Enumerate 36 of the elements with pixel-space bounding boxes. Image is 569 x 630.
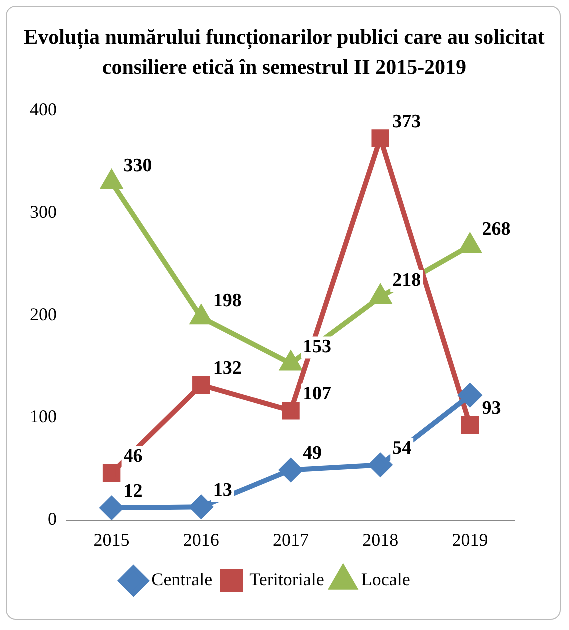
point bbox=[280, 458, 302, 482]
point bbox=[102, 464, 121, 482]
point bbox=[369, 454, 392, 477]
data-label: 218 bbox=[392, 270, 422, 292]
data-label: 93 bbox=[482, 398, 502, 420]
y-tick-label: 200 bbox=[30, 304, 57, 324]
point bbox=[461, 416, 480, 434]
data-label: 12 bbox=[124, 481, 143, 502]
x-tick-label: 2018 bbox=[362, 530, 399, 550]
data-label: 198 bbox=[213, 290, 242, 312]
point bbox=[100, 496, 124, 520]
data-label: 373 bbox=[392, 111, 422, 132]
data-label: 107 bbox=[303, 384, 332, 405]
x-tick-label: 2019 bbox=[452, 530, 488, 550]
point bbox=[458, 384, 482, 407]
data-label: 54 bbox=[392, 438, 412, 460]
y-tick-label: 0 bbox=[48, 509, 57, 530]
y-tick-label: 400 bbox=[30, 100, 57, 120]
x-tick-label: 2017 bbox=[273, 530, 309, 550]
data-label: 13 bbox=[213, 480, 232, 501]
x-tick-label: 2016 bbox=[183, 530, 220, 550]
legend-label: Locale bbox=[361, 570, 410, 590]
data-label: 153 bbox=[303, 336, 332, 358]
data-label: 330 bbox=[124, 155, 152, 176]
data-label: 46 bbox=[124, 446, 143, 468]
y-tick-label: 100 bbox=[30, 406, 57, 427]
legend-label: Teritoriale bbox=[250, 570, 324, 590]
point bbox=[192, 376, 210, 394]
y-tick-label: 300 bbox=[30, 202, 57, 222]
data-label: 49 bbox=[303, 443, 322, 464]
point bbox=[190, 496, 213, 519]
data-label: 268 bbox=[482, 218, 511, 240]
legend-label: Centrale bbox=[152, 570, 213, 590]
data-label: 132 bbox=[213, 358, 242, 380]
x-tick-label: 2015 bbox=[94, 530, 130, 550]
chart-title: Evoluția numărului funcționarilor publici care au solicitat consiliere etică în semestrul II 2015-2019 bbox=[23, 24, 546, 81]
